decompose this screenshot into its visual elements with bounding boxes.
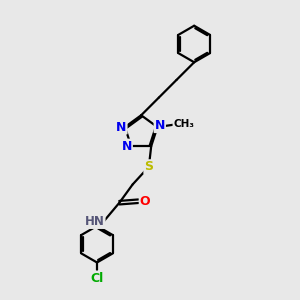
Text: N: N xyxy=(122,140,132,153)
Text: N: N xyxy=(154,119,165,132)
Text: HN: HN xyxy=(85,215,105,228)
Text: N: N xyxy=(116,121,127,134)
Text: S: S xyxy=(144,160,153,173)
Text: Cl: Cl xyxy=(90,272,104,285)
Text: CH₃: CH₃ xyxy=(173,119,194,129)
Text: O: O xyxy=(140,195,150,208)
